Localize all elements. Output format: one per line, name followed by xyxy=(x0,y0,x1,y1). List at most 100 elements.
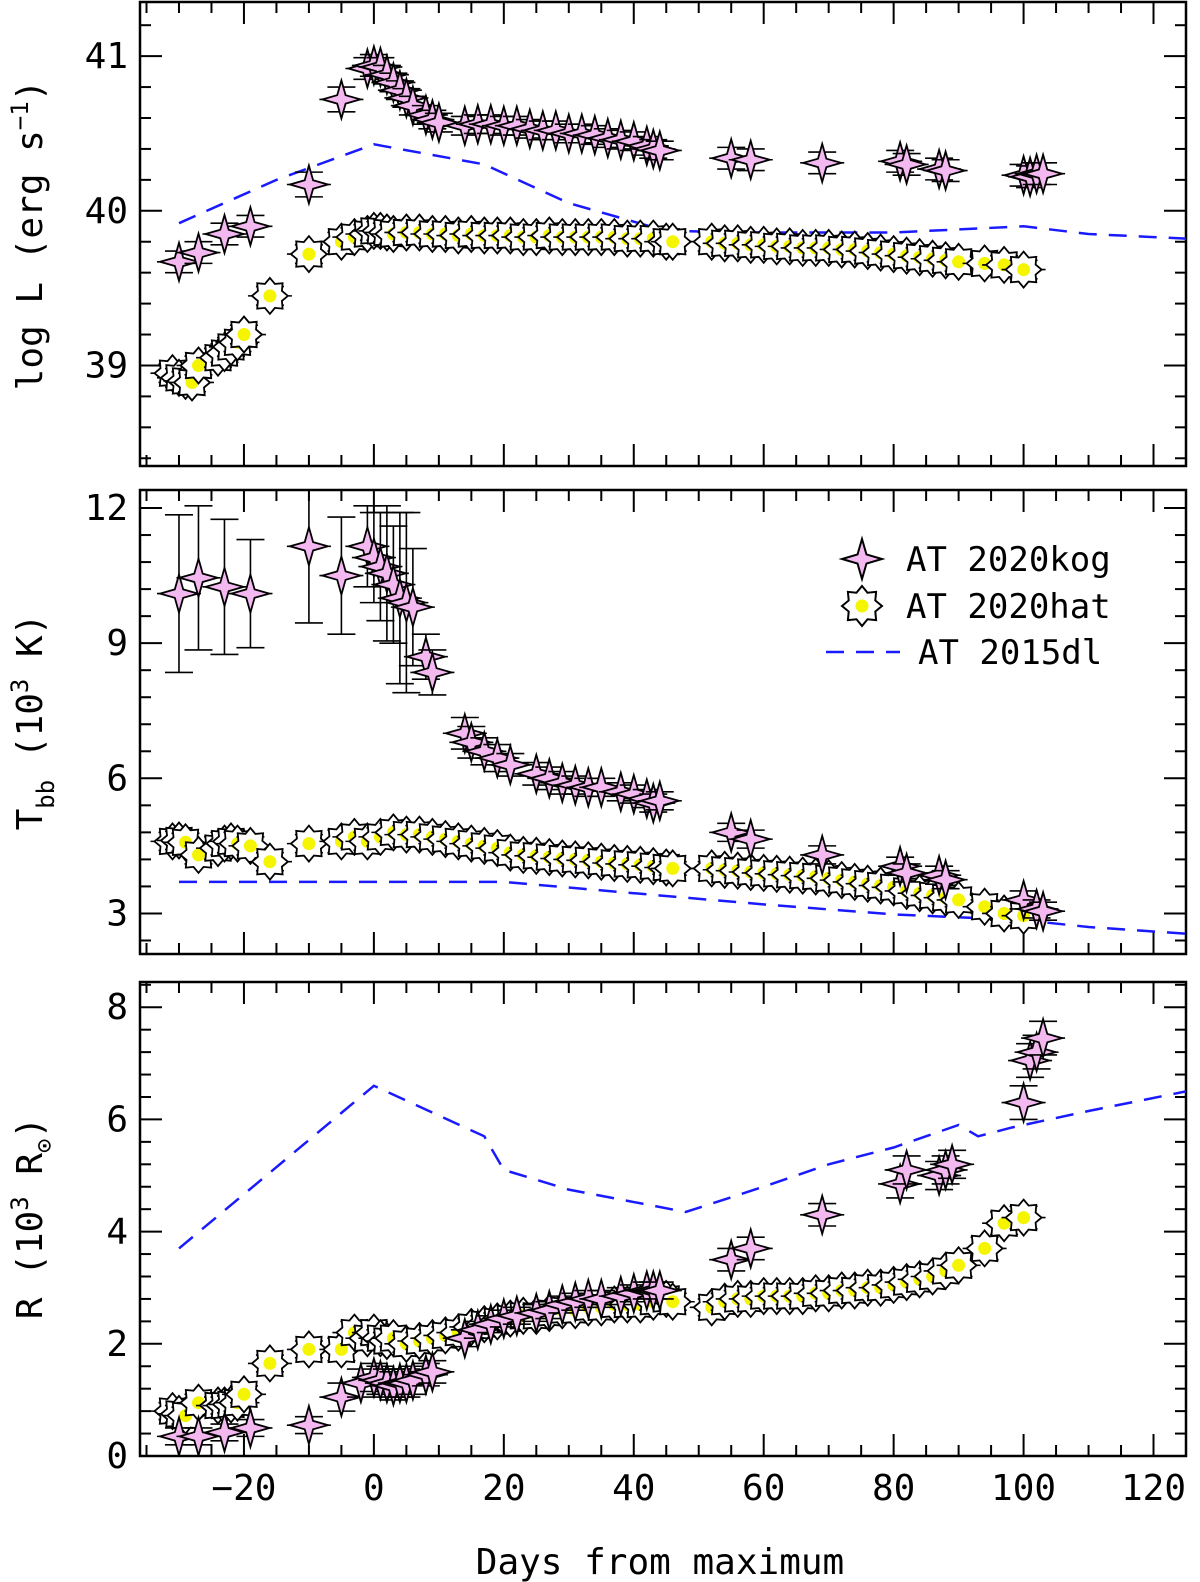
marker-dot xyxy=(237,328,251,341)
marker-star4 xyxy=(923,148,968,193)
marker-dot xyxy=(302,247,316,261)
plot-area xyxy=(150,1015,1186,1456)
marker-star4 xyxy=(799,140,845,186)
panel-radius: 0 2 4 6 8 −20 0 20 40 60 80 100 120 xyxy=(106,980,1188,1509)
series-at2020hat xyxy=(150,211,1046,402)
marker-star4 xyxy=(319,1374,364,1420)
marker-star4 xyxy=(156,571,202,616)
data-point xyxy=(923,148,968,193)
data-point xyxy=(247,276,292,316)
plot-area xyxy=(150,490,1186,936)
data-point xyxy=(488,742,533,788)
marker-star4 xyxy=(1020,151,1066,196)
marker-star4 xyxy=(319,553,364,598)
marker-star4 xyxy=(156,239,202,285)
data-point xyxy=(286,1402,332,1448)
marker-dot xyxy=(263,855,277,869)
data-point xyxy=(728,137,773,183)
y-tick-label: 0 xyxy=(106,1436,128,1477)
data-point xyxy=(1020,1015,1066,1061)
marker-star4 xyxy=(228,1405,273,1451)
data-point xyxy=(923,857,968,902)
x-tick-label: 80 xyxy=(872,1468,915,1509)
data-point xyxy=(650,848,695,888)
data-point xyxy=(650,222,695,262)
marker-dot xyxy=(192,848,205,862)
data-point xyxy=(390,547,436,667)
x-tick-label: 40 xyxy=(612,1468,655,1509)
x-tick-label: −20 xyxy=(211,1468,276,1509)
data-point xyxy=(202,1410,247,1455)
y-tick-label: 41 xyxy=(85,36,128,77)
data-point xyxy=(708,1237,754,1282)
data-point xyxy=(156,513,202,674)
data-point xyxy=(221,1374,266,1414)
marker-star4 xyxy=(488,742,533,788)
marker-star4 xyxy=(884,142,929,187)
data-point xyxy=(884,1147,929,1193)
marker-star4 xyxy=(708,1237,754,1282)
data-point xyxy=(202,518,247,656)
y-tick-label: 4 xyxy=(106,1212,128,1253)
x-ticks xyxy=(145,2,1187,466)
marker-star4 xyxy=(228,571,273,616)
data-point xyxy=(286,1329,331,1369)
marker-star4 xyxy=(228,204,273,249)
data-point xyxy=(176,835,221,875)
marker-star4 xyxy=(637,1268,683,1313)
marker-star4 xyxy=(884,1147,929,1193)
data-point xyxy=(247,842,292,882)
legend-label-hat: AT 2020hat xyxy=(906,587,1111,627)
data-point xyxy=(221,315,266,354)
data-point xyxy=(799,1192,845,1238)
data-point xyxy=(228,204,273,249)
marker-dot xyxy=(1017,263,1031,277)
marker-star4 xyxy=(286,524,332,569)
marker-dot xyxy=(952,893,966,907)
marker-dot xyxy=(666,235,680,249)
y-tick-label: 3 xyxy=(106,893,128,934)
data-point xyxy=(228,1405,273,1451)
series-line-at2015dl xyxy=(179,880,1186,935)
marker-dot xyxy=(978,900,992,914)
svg-text:log L (erg s−1): log L (erg s−1) xyxy=(6,80,51,391)
y-ticks xyxy=(140,24,1186,460)
x-axis-label: Days from maximum xyxy=(476,1542,844,1582)
ylabel-luminosity: log L (erg s−1) xyxy=(6,80,51,391)
data-point xyxy=(286,162,332,207)
data-point xyxy=(728,816,773,862)
x-tick-label: 120 xyxy=(1121,1468,1186,1509)
marker-dot xyxy=(302,1342,316,1356)
panel-temperature: 3 6 9 12 xyxy=(85,488,1188,956)
y-tick-label: 6 xyxy=(106,1099,128,1140)
marker-dot xyxy=(192,359,205,372)
marker-dot xyxy=(334,1342,348,1356)
data-point xyxy=(319,77,364,122)
marker-star4 xyxy=(410,650,455,695)
marker-dot xyxy=(666,1295,680,1309)
marker-star4 xyxy=(390,584,436,630)
marker-dot xyxy=(302,837,316,851)
marker-star4 xyxy=(923,857,968,902)
marker-dot xyxy=(263,289,277,303)
data-point xyxy=(799,140,845,186)
marker-star4 xyxy=(286,1402,332,1448)
marker-dot xyxy=(952,1258,966,1272)
y-tick-label: 40 xyxy=(85,191,128,232)
data-point xyxy=(637,1268,683,1313)
data-point xyxy=(579,765,624,810)
marker-star4 xyxy=(1020,888,1066,934)
marker-dot xyxy=(243,839,257,853)
y-ticks xyxy=(140,507,1186,942)
x-ticks xyxy=(145,982,1187,1456)
marker-dot xyxy=(666,861,680,875)
marker-star4 xyxy=(319,77,364,122)
data-point xyxy=(247,1343,292,1383)
marker-star4 xyxy=(364,551,410,596)
y-tick-label: 2 xyxy=(106,1324,128,1365)
marker-star4 xyxy=(1001,1080,1046,1125)
marker-star4 xyxy=(799,832,845,878)
data-point xyxy=(728,1226,773,1271)
ylabel-radius: R (103 R⊙) xyxy=(6,1117,58,1319)
